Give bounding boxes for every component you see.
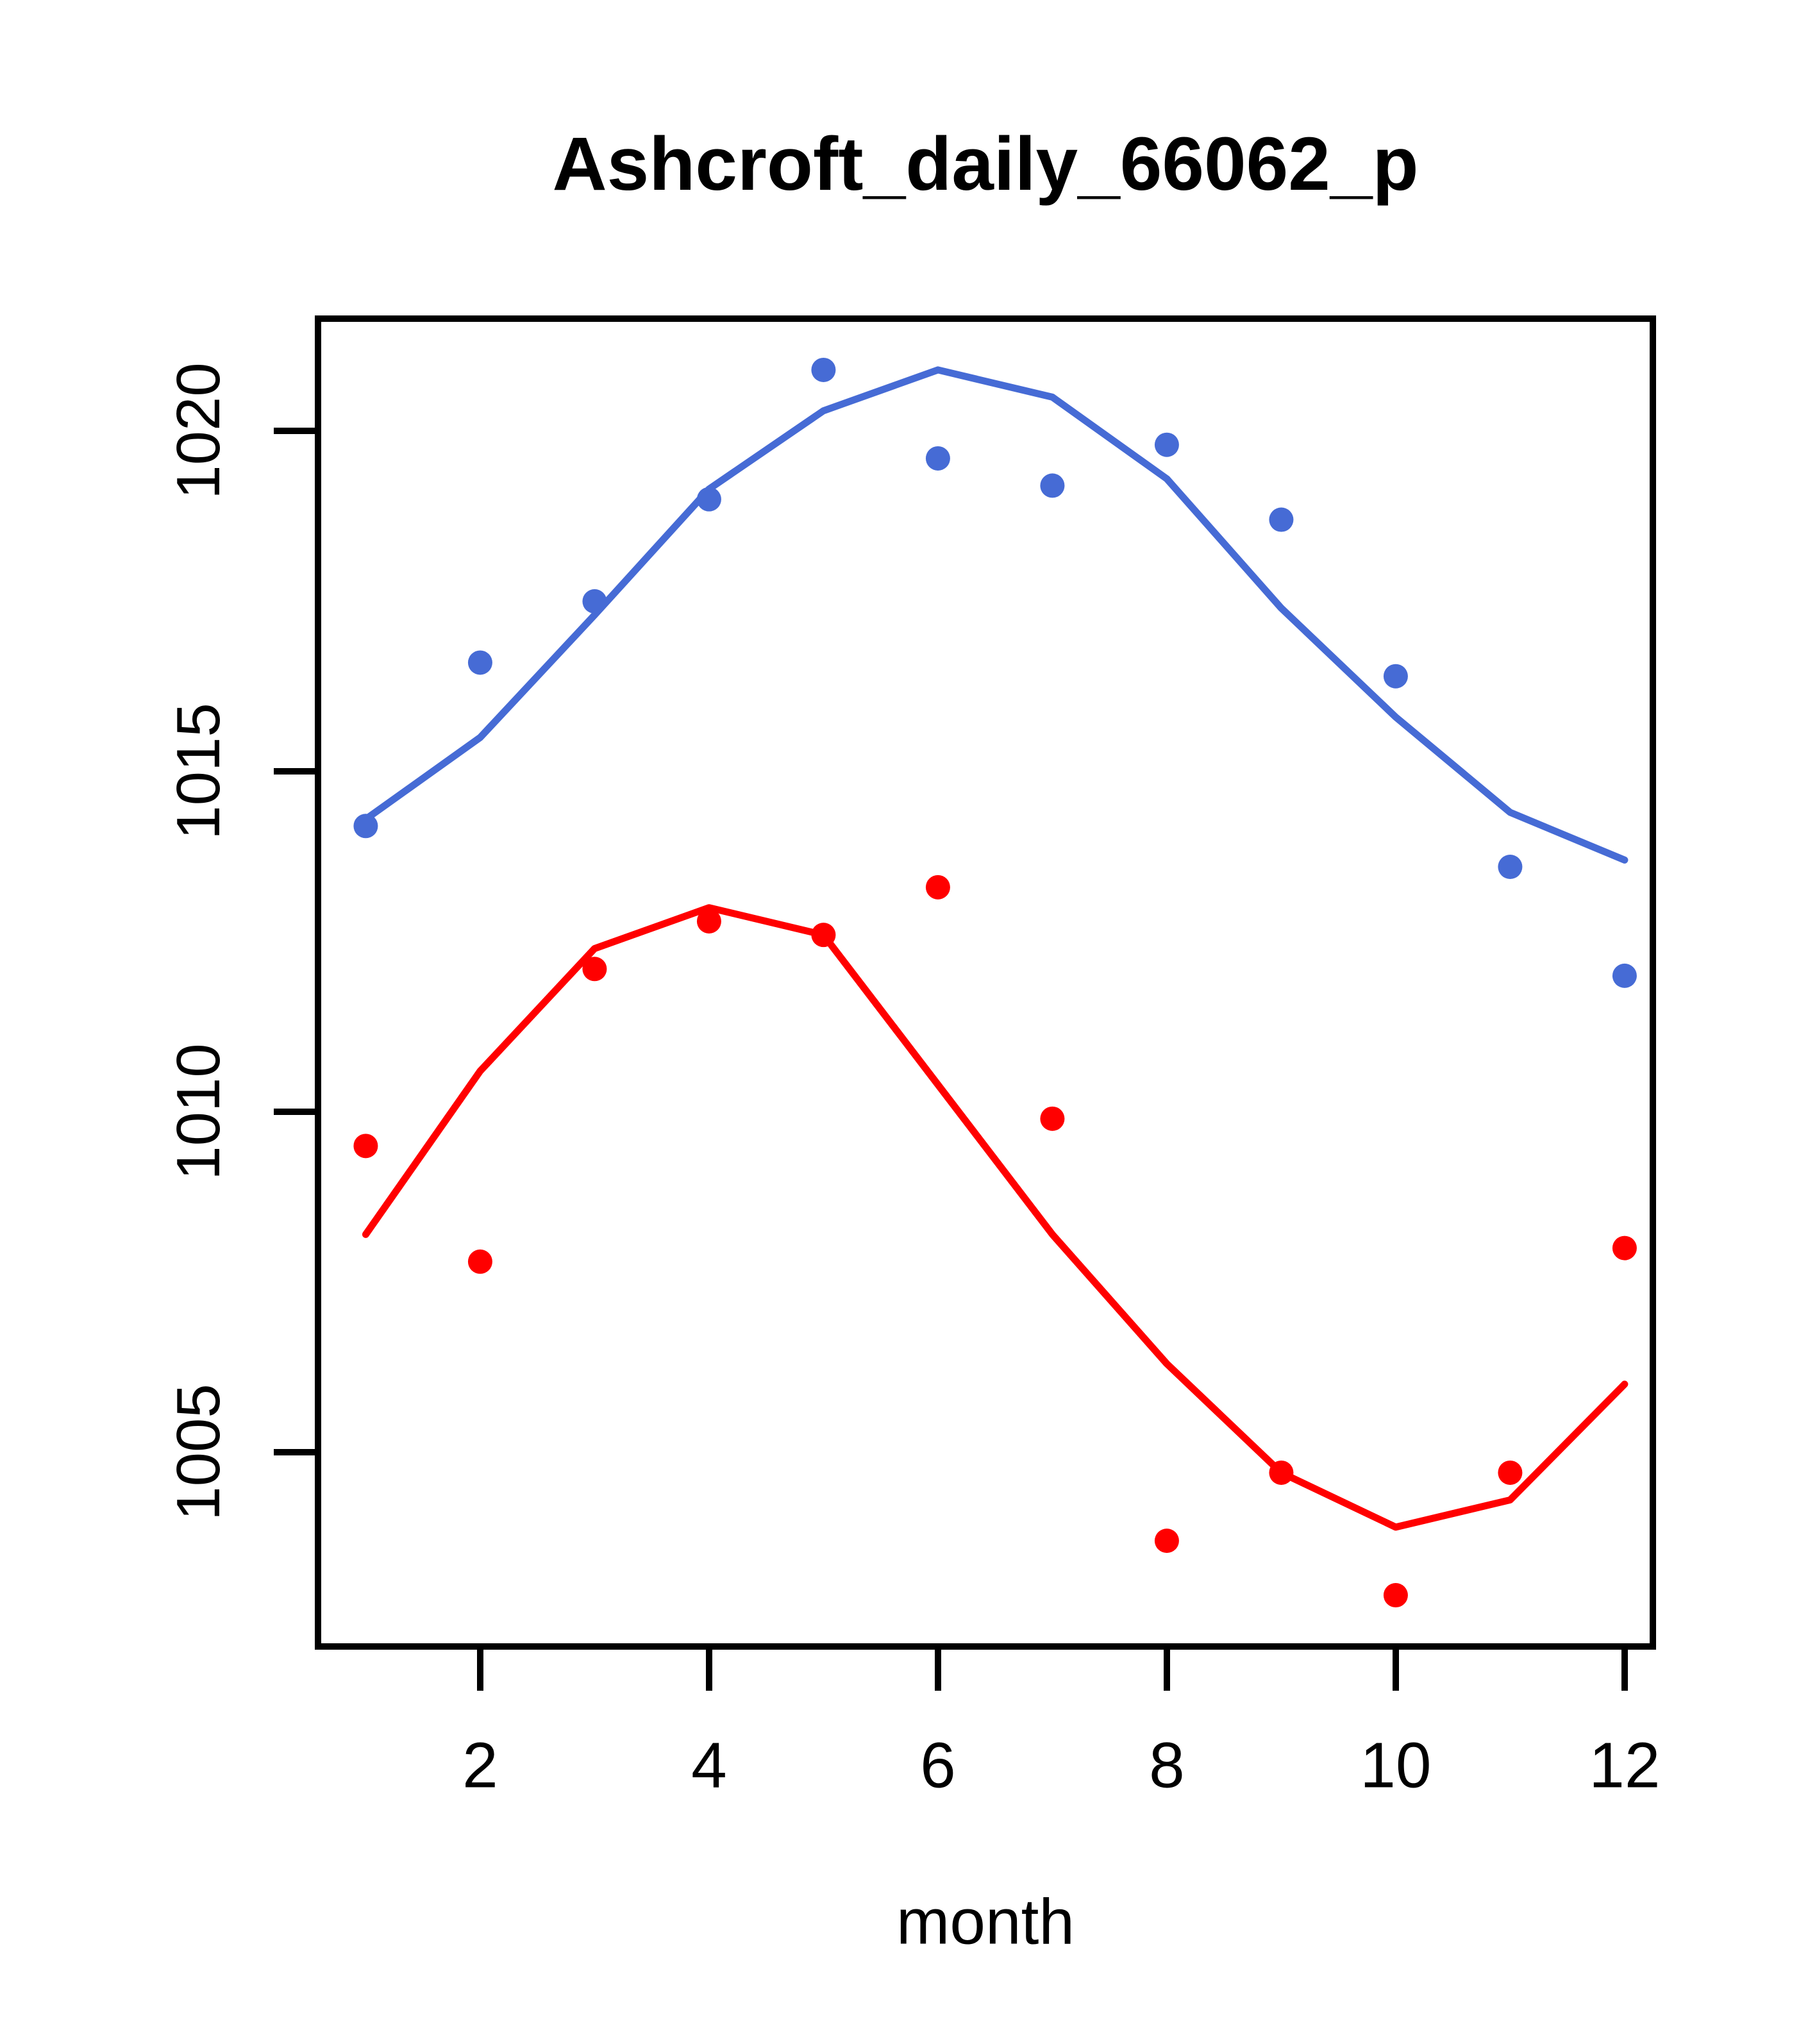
red-points-marker (1040, 1106, 1065, 1131)
red-points-marker (1498, 1460, 1523, 1485)
red-line (362, 904, 1629, 1531)
blue-points-marker (582, 589, 607, 614)
plot-border (315, 315, 1656, 1650)
x-tick (705, 1650, 712, 1691)
red-points-marker (582, 957, 607, 982)
red-points-marker (353, 1134, 378, 1159)
red-points-marker (925, 875, 950, 900)
red-points-marker (1383, 1583, 1408, 1608)
plot-area (315, 315, 1656, 1650)
y-tick (274, 768, 315, 775)
red-points-marker (467, 1249, 492, 1274)
y-tick-label: 1010 (164, 1043, 233, 1180)
blue-points-marker (1612, 963, 1637, 988)
blue-points-marker (1040, 473, 1065, 498)
chart-title: Ashcroft_daily_66062_p (552, 122, 1419, 206)
y-tick-label: 1015 (164, 703, 233, 841)
x-tick-label: 8 (1149, 1729, 1185, 1802)
blue-points-marker (1498, 855, 1523, 880)
x-tick-label: 2 (462, 1729, 498, 1802)
x-tick (1163, 1650, 1170, 1691)
x-axis-label: month (896, 1886, 1075, 1958)
x-tick (1392, 1650, 1399, 1691)
red-points-marker (1154, 1529, 1179, 1554)
red-points-marker (696, 909, 721, 934)
y-tick (274, 1109, 315, 1116)
blue-points-marker (925, 446, 950, 471)
blue-line (362, 366, 1629, 864)
blue-points (353, 357, 1637, 988)
x-tick (476, 1650, 483, 1691)
x-tick-label: 6 (920, 1729, 956, 1802)
x-tick (1621, 1650, 1628, 1691)
blue-points-marker (353, 814, 378, 839)
x-tick (934, 1650, 941, 1691)
y-tick (274, 1449, 315, 1456)
blue-points-marker (1154, 432, 1179, 457)
blue-points-marker (1383, 664, 1408, 689)
y-tick (274, 428, 315, 435)
red-points-marker (1269, 1460, 1294, 1485)
x-tick-label: 10 (1360, 1729, 1432, 1802)
red-points (353, 875, 1637, 1608)
x-tick-label: 4 (691, 1729, 727, 1802)
x-tick-label: 12 (1589, 1729, 1661, 1802)
y-tick-label: 1005 (164, 1384, 233, 1521)
y-tick-label: 1020 (164, 362, 233, 500)
blue-points-marker (1269, 507, 1294, 532)
blue-points-marker (696, 487, 721, 512)
red-points-marker (1612, 1236, 1637, 1261)
red-points-marker (811, 923, 836, 948)
blue-points-marker (811, 357, 836, 382)
blue-points-marker (467, 650, 492, 675)
